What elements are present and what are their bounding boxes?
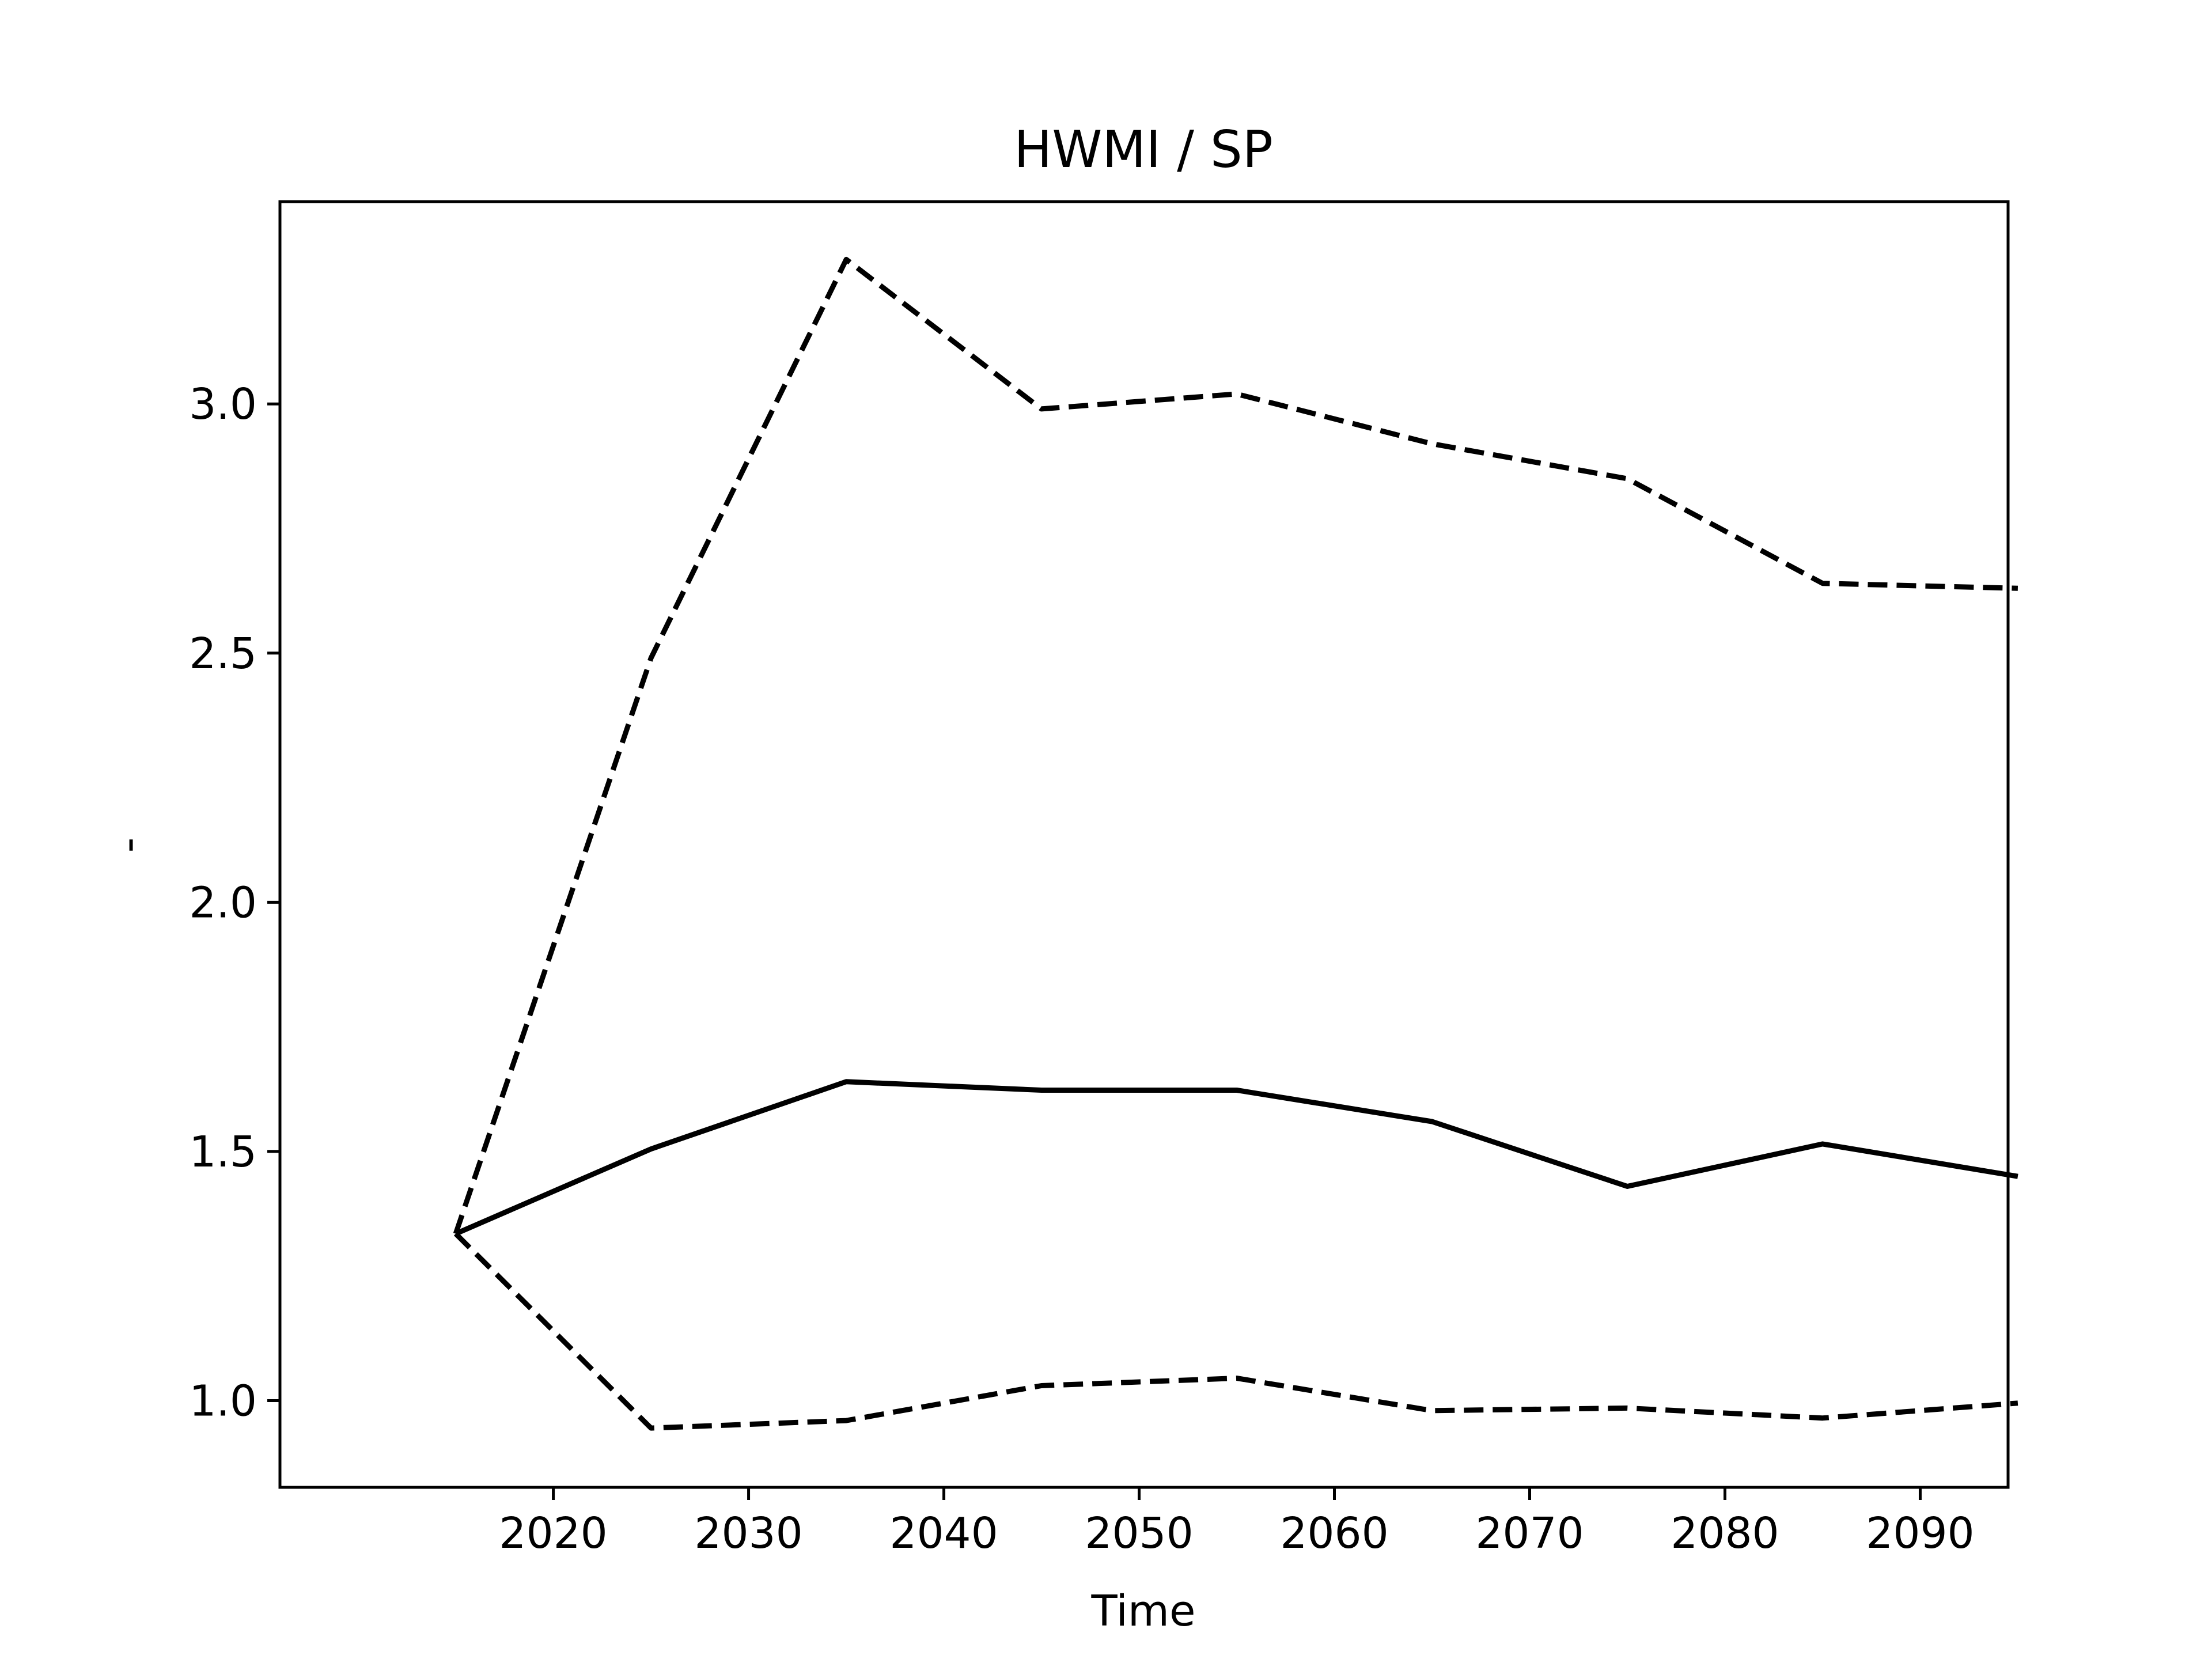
series-line-3 bbox=[453, 1232, 2018, 1431]
ticks-layer: 2020 2030 2040 2050 2060 2070 2080 2090 1.0 1.5 2.… bbox=[189, 380, 1974, 1558]
x-tick-label: 2060 bbox=[1280, 1509, 1388, 1558]
x-tick-label: 2050 bbox=[1085, 1509, 1193, 1558]
x-tick-label: 2030 bbox=[694, 1509, 802, 1558]
series-line-2 bbox=[453, 256, 2018, 1235]
y-tick-label: 1.5 bbox=[189, 1127, 257, 1177]
x-tick-label: 2080 bbox=[1671, 1509, 1779, 1558]
series-line-1 bbox=[454, 1079, 2018, 1236]
y-tick-label: 3.0 bbox=[189, 380, 257, 429]
series-layer bbox=[453, 256, 2018, 1431]
y-axis-label: - bbox=[104, 838, 153, 853]
y-tick-label: 2.5 bbox=[189, 629, 257, 679]
plot-frame bbox=[278, 200, 2010, 1489]
x-axis-label: Time bbox=[1090, 1586, 1195, 1636]
y-tick-label: 1.0 bbox=[189, 1376, 257, 1426]
x-tick-label: 2090 bbox=[1866, 1509, 1974, 1558]
y-tick-label: 2.0 bbox=[189, 878, 257, 927]
x-tick-label: 2040 bbox=[889, 1509, 998, 1558]
x-tick-label: 2070 bbox=[1475, 1509, 1584, 1558]
chart-title: HWMI / SP bbox=[1014, 120, 1273, 179]
x-tick-label: 2020 bbox=[499, 1509, 607, 1558]
